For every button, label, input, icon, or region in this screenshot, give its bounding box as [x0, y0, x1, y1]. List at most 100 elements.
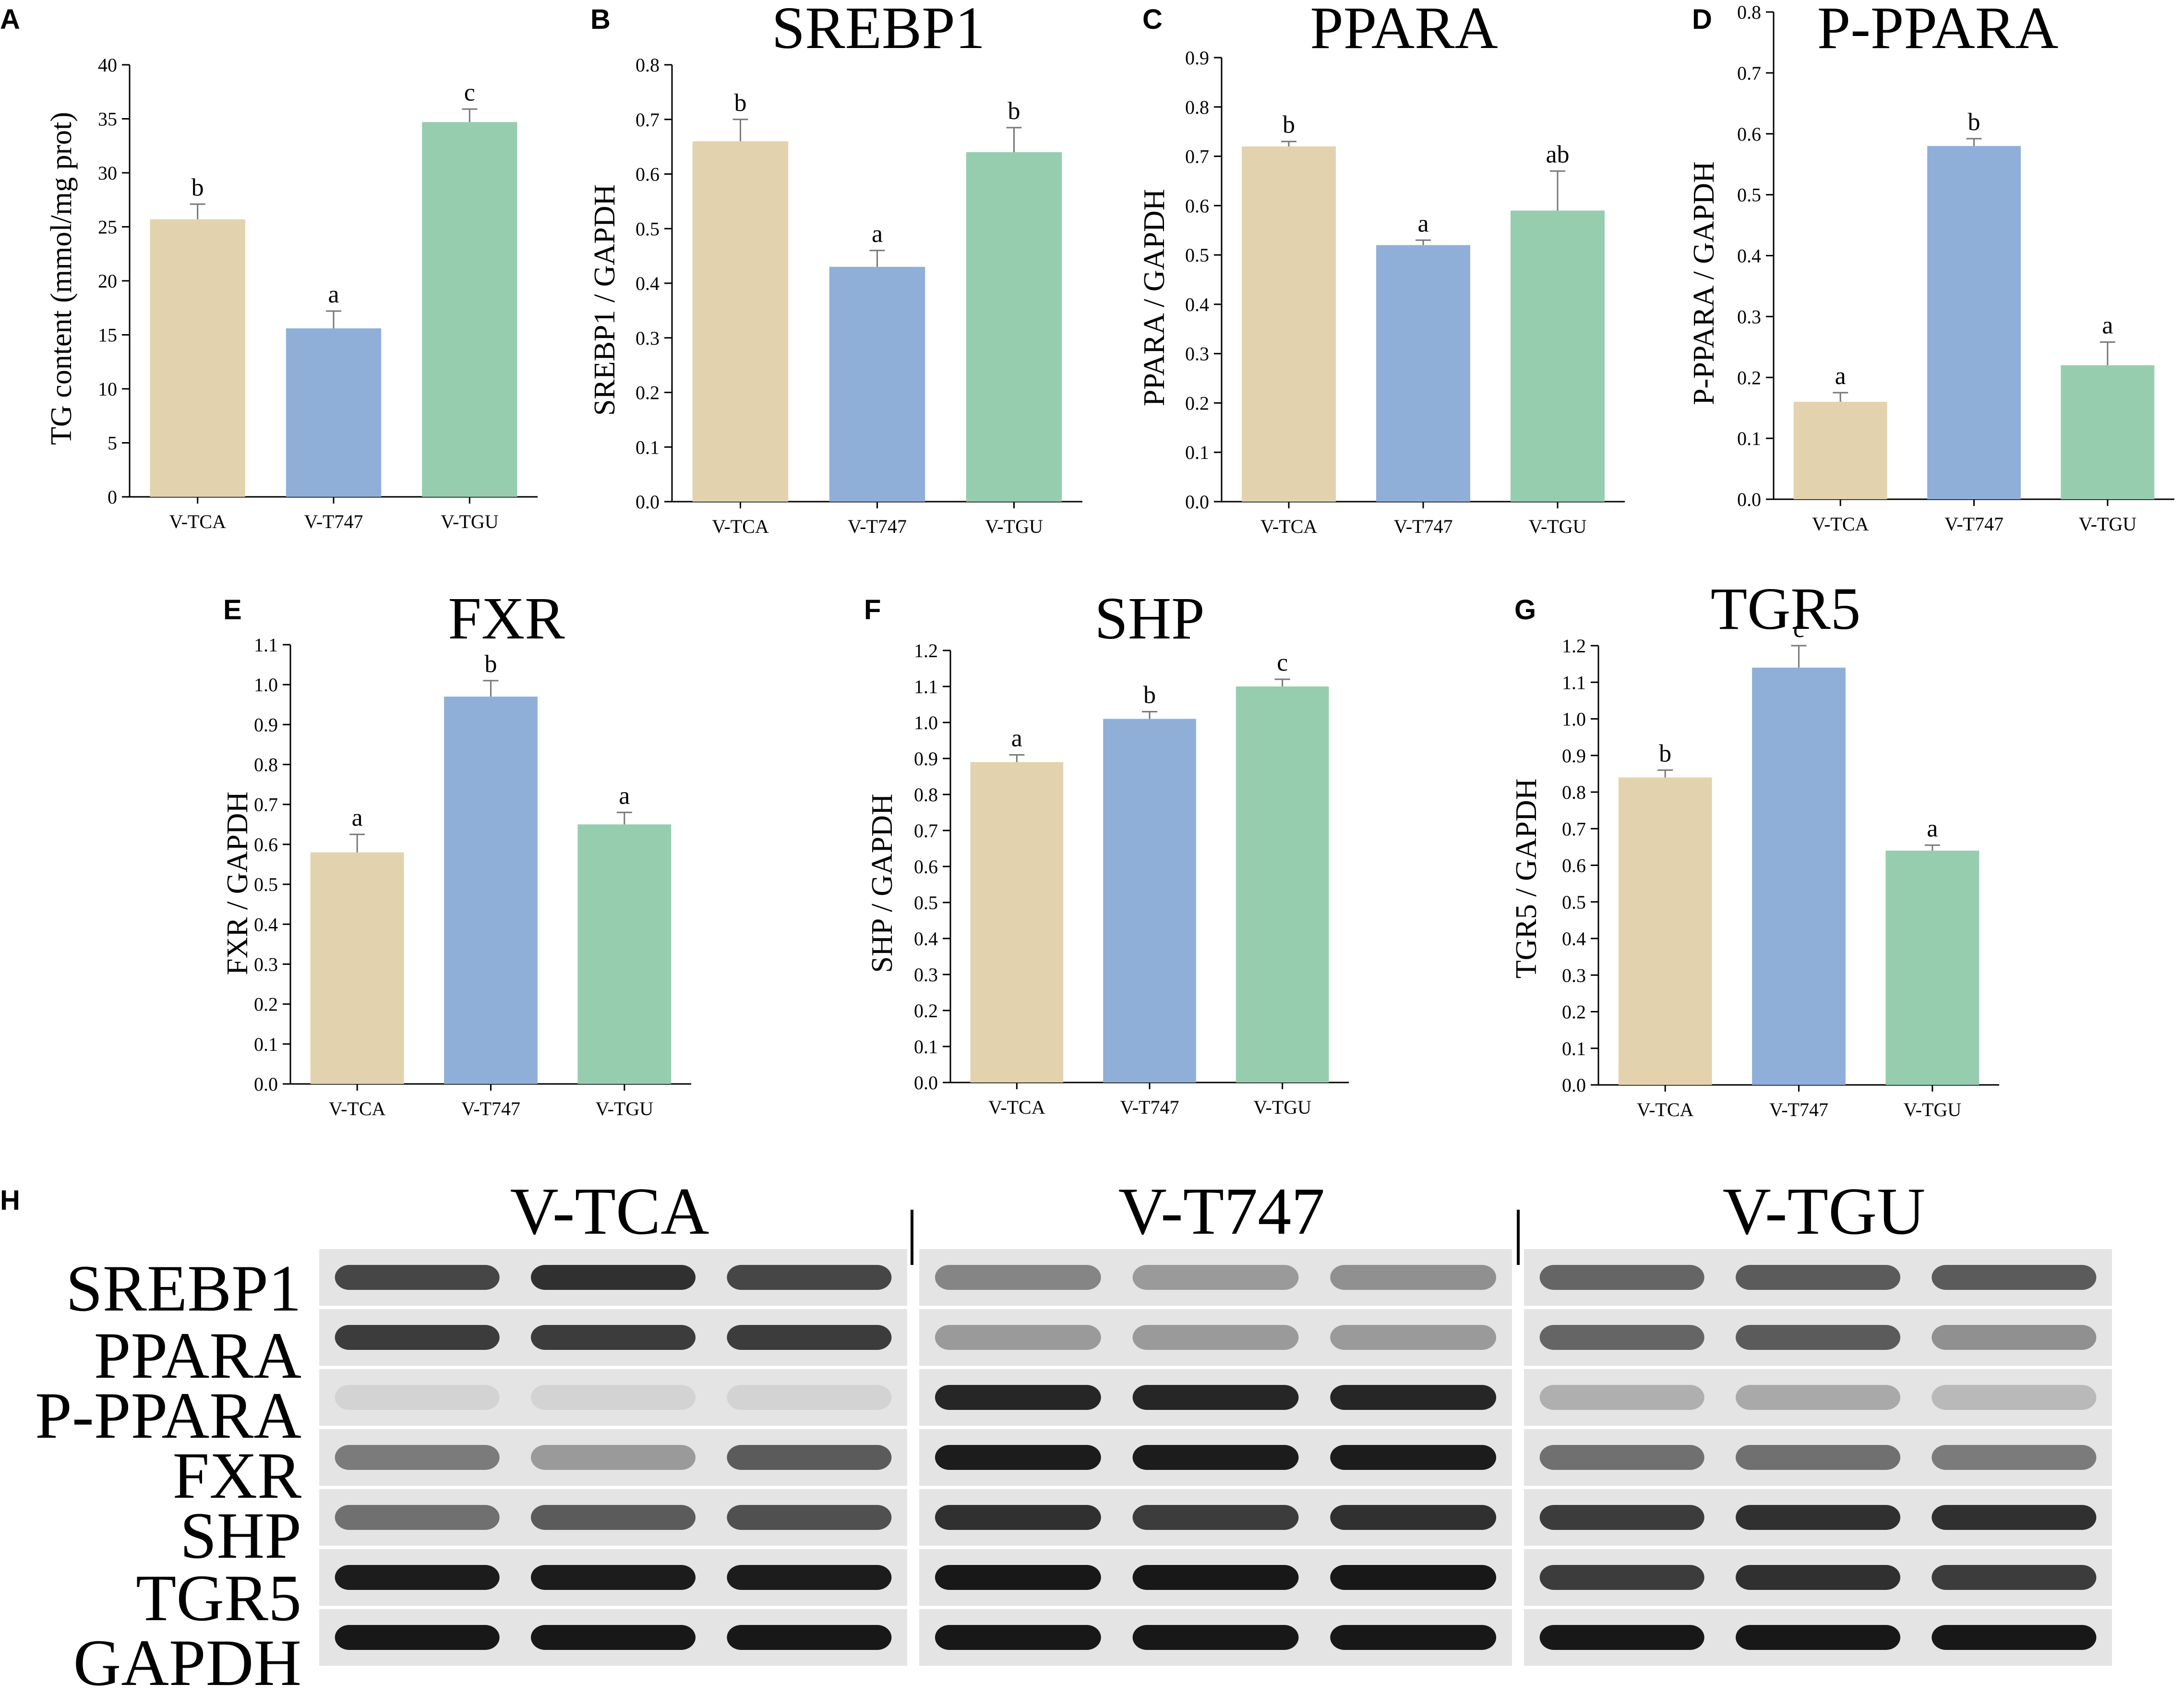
y-tick-label: 0.7	[1737, 62, 1761, 84]
panel-d-ylabel: P-PPARA / GAPDH	[1688, 161, 1720, 405]
y-tick-label: 0.4	[254, 914, 278, 935]
significance-letter: c	[464, 79, 475, 106]
panel-g: G TGR5 TGR5 / GAPDH 0.00.10.20.30.40.50.…	[1510, 576, 1999, 1120]
y-tick-label: 0.3	[254, 953, 278, 975]
y-tick-label: 0.2	[1562, 1001, 1586, 1023]
panel-f-title: SHP	[1094, 586, 1204, 652]
significance-letter: a	[1835, 362, 1846, 390]
x-tick-label: V-T747	[1120, 1096, 1179, 1118]
blot-band	[1330, 1325, 1497, 1350]
blot-band	[1932, 1325, 2097, 1350]
bar	[1242, 146, 1336, 502]
blot-band	[935, 1445, 1101, 1470]
panel-g-ylabel: TGR5 / GAPDH	[1510, 779, 1543, 979]
y-tick-label: 0.7	[914, 820, 938, 842]
y-tick-label: 0.8	[1185, 96, 1209, 118]
blot-band	[1932, 1445, 2097, 1470]
y-tick-label: 0.6	[914, 856, 938, 878]
y-tick-label: 0.1	[914, 1036, 938, 1058]
significance-letter: b	[485, 650, 497, 678]
x-tick-label: V-TGU	[1529, 516, 1587, 537]
panel-a: A TG content (mmol/mg prot) 0 5 10 15 20 25 30…	[0, 4, 538, 532]
blot-strips	[319, 1249, 2112, 1666]
y-tick-label: 0.2	[1185, 392, 1209, 414]
x-tick-label: V-TGU	[2078, 513, 2136, 535]
blot-band	[335, 1325, 500, 1350]
blot-strip	[919, 1309, 1512, 1366]
bar	[966, 152, 1062, 502]
blot-band	[1330, 1625, 1497, 1650]
x-tick-label: V-TGU	[1253, 1096, 1311, 1118]
blot-band	[727, 1625, 892, 1650]
y-tick-label: 1.1	[1562, 672, 1586, 693]
blot-row-label-fxr: FXR	[173, 1439, 301, 1512]
panel-d-plot: 0.0 0.1 0.2 0.3 0.4 0.5 0.6 0.7 0.8 a V-TCA b V-T747…	[1737, 1, 2174, 535]
y-tick-label: 1.0	[1562, 709, 1586, 730]
blot-band	[531, 1385, 696, 1410]
x-tick-label: V-TCA	[1637, 1099, 1694, 1120]
x-tick-label: V-TCA	[329, 1098, 386, 1119]
blot-band	[531, 1505, 696, 1530]
blot-row-label-srebp1: SREBP1	[66, 1251, 301, 1325]
significance-letter: ab	[1546, 141, 1569, 168]
x-tick-label: V-TCA	[1812, 513, 1869, 535]
significance-letter: c	[1277, 649, 1288, 676]
bar	[2061, 365, 2155, 499]
y-tick-label: 1.0	[914, 712, 938, 734]
blot-band	[1932, 1565, 2097, 1590]
x-tick-label: V-TGU	[1903, 1099, 1961, 1120]
panel-h: H V-TCA V-T747 V-TGU SREBP1 PPARA P-PPAR…	[0, 1174, 2112, 1696]
panel-letter-b: B	[590, 4, 611, 35]
blot-row-label-tgr5: TGR5	[136, 1561, 301, 1635]
y-tick-label: 0.6	[1737, 123, 1761, 145]
blot-band	[1539, 1385, 1704, 1410]
panel-f-ylabel: SHP / GAPDH	[866, 794, 899, 973]
blot-band	[727, 1325, 892, 1350]
panel-letter-g: G	[1514, 594, 1536, 625]
blot-band	[531, 1265, 696, 1290]
significance-letter: b	[1659, 740, 1671, 767]
bar	[1511, 210, 1605, 502]
blot-band	[1132, 1325, 1299, 1350]
blot-band	[1132, 1625, 1299, 1650]
y-tick-label: 30	[98, 162, 117, 184]
panel-c-plot: 0.0 0.1 0.2 0.3 0.4 0.5 0.6 0.7 0.8 0.9 b V-TCA a V-T…	[1185, 47, 1625, 537]
blot-band	[1932, 1625, 2097, 1650]
blot-band	[1932, 1265, 2097, 1290]
y-tick-label: 0.1	[254, 1034, 278, 1055]
y-tick-label: 0.3	[1185, 343, 1209, 365]
panel-letter-f: F	[864, 594, 881, 625]
y-tick-label: 40	[98, 54, 117, 76]
y-tick-label: 5	[108, 433, 117, 454]
y-tick-label: 0.0	[636, 491, 660, 513]
y-tick-label: 0.4	[914, 928, 938, 950]
y-tick-label: 0.5	[636, 218, 660, 240]
bar	[577, 824, 672, 1084]
y-tick-label: 0.1	[1737, 428, 1761, 449]
y-tick-label: 15	[98, 325, 117, 346]
y-tick-label: 0.2	[636, 382, 660, 404]
x-tick-label: V-TCA	[169, 511, 226, 532]
y-tick-label: 0.8	[254, 754, 278, 776]
blot-row-label-shp: SHP	[180, 1499, 301, 1572]
y-tick-label: 20	[98, 270, 117, 292]
y-tick-label: 0.6	[636, 164, 660, 185]
x-tick-label: V-TCA	[988, 1096, 1045, 1118]
blot-band	[935, 1325, 1101, 1350]
y-tick-label: 0.2	[914, 1000, 938, 1022]
y-tick-label: 0.0	[1185, 491, 1209, 513]
blot-band	[335, 1505, 500, 1530]
blot-band	[1330, 1565, 1497, 1590]
significance-letter: a	[328, 281, 339, 308]
x-tick-label: V-TGU	[595, 1098, 653, 1119]
y-tick-label: 0.4	[1185, 294, 1209, 315]
blot-strip	[319, 1369, 907, 1426]
panel-a-ylabel: TG content (mmol/mg prot)	[45, 112, 78, 445]
bar	[1793, 402, 1887, 499]
blot-band	[1736, 1385, 1900, 1410]
panel-letter-e: E	[223, 594, 242, 625]
bar	[1618, 777, 1712, 1085]
blot-band	[727, 1265, 892, 1290]
y-tick-label: 35	[98, 108, 117, 130]
